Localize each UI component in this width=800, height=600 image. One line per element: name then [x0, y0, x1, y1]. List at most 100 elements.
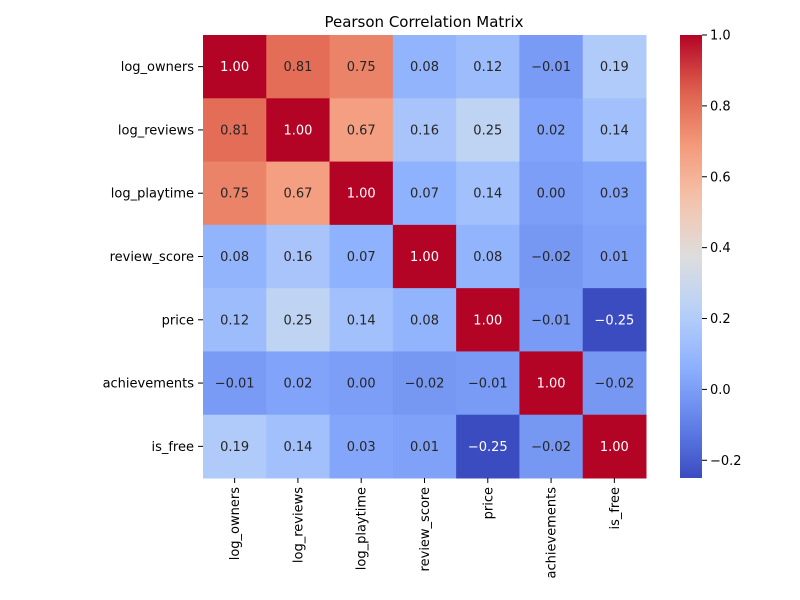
- cell-value-label: 0.01: [600, 250, 629, 265]
- x-tick-label: log_reviews: [291, 487, 306, 563]
- cell-value-label: 0.25: [283, 313, 312, 328]
- cell-value-label: 1.00: [220, 60, 249, 75]
- x-tick-label: log_owners: [228, 487, 243, 560]
- heatmap-cell: [203, 224, 267, 289]
- x-axis: log_owners log_reviews log_playtime review_…: [228, 478, 623, 578]
- cell-value-label: 1.00: [537, 377, 566, 392]
- heatmap-cell: [203, 35, 267, 99]
- heatmap-cell: [519, 98, 584, 163]
- heatmap-cell: [519, 161, 584, 226]
- cell-value-label: 0.67: [347, 123, 376, 138]
- cell-value-label: 0.01: [410, 440, 439, 455]
- cell-value-label: 0.00: [537, 187, 566, 202]
- heatmap-cell: [392, 161, 457, 226]
- heatmap-cell: [456, 161, 520, 226]
- cell-value-label: 1.00: [600, 440, 629, 455]
- cell-value-label: −0.02: [405, 377, 445, 392]
- y-tick-label: log_reviews: [118, 123, 194, 138]
- heatmap-cell: [392, 224, 457, 289]
- cell-value-label: −0.25: [594, 313, 634, 328]
- cell-value-label: 1.00: [410, 250, 439, 265]
- x-tick-label: review_score: [418, 487, 433, 571]
- cell-value-label: 0.75: [347, 60, 376, 75]
- heatmap-cell: [203, 288, 267, 352]
- y-tick-label: price: [162, 313, 194, 328]
- heatmap-cell: [582, 351, 647, 416]
- heatmap-cell: [456, 224, 520, 289]
- heatmap-cell: [266, 351, 331, 416]
- colorbar-tick-label: 0.0: [710, 383, 731, 398]
- cell-value-label: 0.03: [600, 187, 629, 202]
- cell-value-label: 0.02: [537, 123, 566, 138]
- colorbar-tick-label: 0.4: [710, 241, 731, 256]
- cell-value-label: 0.16: [410, 123, 439, 138]
- heatmap-cell: [203, 351, 267, 416]
- cell-value-label: −0.01: [468, 377, 508, 392]
- cell-value-label: 0.14: [600, 123, 629, 138]
- cell-value-label: 0.19: [600, 60, 629, 75]
- y-tick-label: log_playtime: [111, 187, 194, 202]
- heatmap-cell: [456, 98, 520, 163]
- cell-value-label: −0.01: [531, 60, 571, 75]
- heatmap-cell: [266, 288, 331, 352]
- heatmap-cell: [519, 224, 584, 289]
- heatmap-cell: [582, 414, 647, 479]
- heatmap-cell: [392, 35, 457, 99]
- cell-value-label: 0.08: [410, 313, 439, 328]
- cell-value-label: 1.00: [347, 187, 376, 202]
- heatmap-cell: [266, 35, 331, 99]
- heatmap-cell: [266, 224, 331, 289]
- colorbar: −0.2 0.0 0.2 0.4 0.6 0.8 1.0: [680, 29, 742, 478]
- cell-value-label: 0.16: [283, 250, 312, 265]
- cell-value-label: 0.25: [473, 123, 502, 138]
- y-tick-label: achievements: [103, 377, 195, 392]
- x-tick-label: is_free: [608, 487, 623, 530]
- heatmap-cell: [456, 35, 520, 99]
- heatmap-cell: [519, 414, 584, 479]
- colorbar-tick-label: −0.2: [710, 454, 742, 469]
- heatmap-cell: [392, 98, 457, 163]
- cell-value-label: −0.25: [468, 440, 508, 455]
- heatmap-cell: [456, 288, 520, 352]
- cell-value-label: −0.02: [531, 440, 571, 455]
- cell-value-label: 0.19: [220, 440, 249, 455]
- heatmap-cell: [582, 35, 647, 99]
- cell-value-label: 0.08: [473, 250, 502, 265]
- colorbar-tick-label: 1.0: [710, 29, 731, 44]
- heatmap-cell: [582, 98, 647, 163]
- heatmap-cell: [582, 288, 647, 352]
- heatmap-cell: [266, 98, 331, 163]
- heatmap-cell: [203, 414, 267, 479]
- cell-value-label: −0.01: [531, 313, 571, 328]
- cell-value-label: 0.14: [283, 440, 312, 455]
- cell-value-label: 0.02: [283, 377, 312, 392]
- cell-value-label: 1.00: [283, 123, 312, 138]
- heatmap-cell: [582, 224, 647, 289]
- cell-value-label: 0.12: [220, 313, 249, 328]
- heatmap-cell: [519, 288, 584, 352]
- x-tick-label: price: [481, 487, 496, 519]
- colorbar-gradient: [680, 35, 702, 478]
- heatmap-cell: [266, 161, 331, 226]
- heatmap-cell: [266, 414, 331, 479]
- cell-value-label: 0.08: [220, 250, 249, 265]
- x-tick-label: log_playtime: [355, 487, 370, 570]
- heatmap-cell: [329, 414, 394, 479]
- heatmap-cell: [329, 98, 394, 163]
- cell-value-label: −0.02: [594, 377, 634, 392]
- heatmap-cell: [329, 35, 394, 99]
- colorbar-tick-label: 0.6: [710, 170, 731, 185]
- cell-value-label: 1.00: [473, 313, 502, 328]
- y-tick-label: log_owners: [121, 60, 194, 75]
- heatmap-cell: [392, 351, 457, 416]
- heatmap-cell: [329, 224, 394, 289]
- colorbar-tick-label: 0.8: [710, 99, 731, 114]
- colorbar-tick-label: 0.2: [710, 312, 731, 327]
- cell-value-label: 0.14: [473, 187, 502, 202]
- cell-value-label: −0.02: [531, 250, 571, 265]
- cell-value-label: −0.01: [215, 377, 255, 392]
- x-tick-label: achievements: [545, 487, 560, 579]
- heatmap-cell: [203, 98, 267, 163]
- cell-value-label: 0.67: [283, 187, 312, 202]
- y-tick-label: review_score: [110, 250, 194, 265]
